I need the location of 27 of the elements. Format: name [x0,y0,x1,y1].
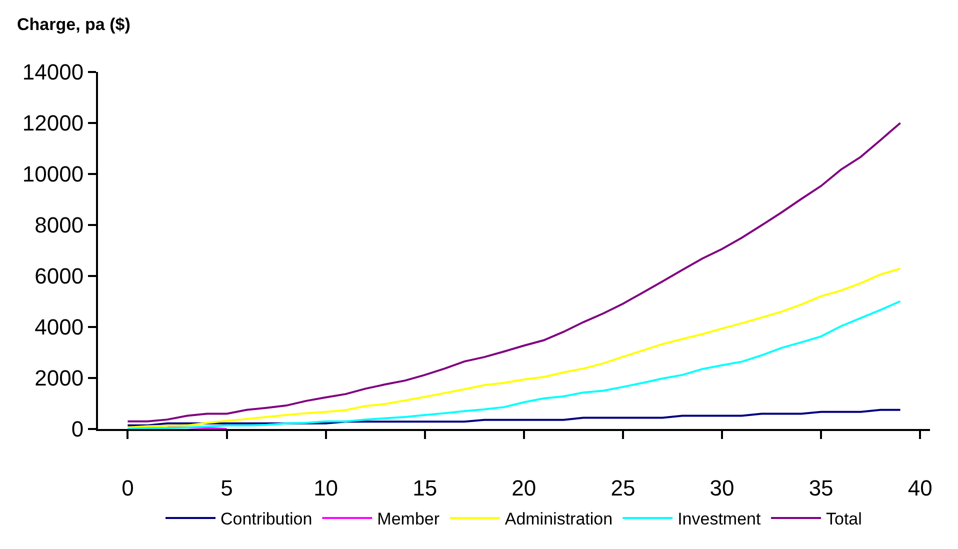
y-tick-label: 8000 [34,212,84,238]
x-tick-label: 0 [122,475,134,500]
y-tick-label: 0 [71,416,84,442]
y-tick-label: 4000 [34,314,84,340]
legend-label: Administration [504,510,613,529]
line-series [126,408,902,426]
x-tick-label: 25 [610,475,636,500]
legend-label: Total [826,510,862,529]
y-tick-label: 12000 [22,110,84,136]
x-tick-label: 5 [220,475,233,500]
x-tick-label: 30 [710,475,734,500]
legend-label: Investment [678,510,761,529]
x-tick-label: 40 [908,475,932,500]
y-tick-label: 2000 [34,366,84,391]
x-tick-label: 20 [512,475,536,500]
line-series [126,300,902,429]
x-tick-label: 35 [808,475,834,500]
x-tick-label: 15 [412,475,438,500]
line-series [126,122,902,422]
line-series [126,268,902,428]
legend-label: Member [377,510,440,529]
y-tick-label: 10000 [22,162,84,187]
x-tick-label: 10 [314,475,338,500]
y-tick-label: 14000 [22,60,84,85]
legend-label: Contribution [220,510,312,529]
y-axis-title: Charge, pa ($) [17,15,130,34]
y-tick-label: 6000 [34,264,84,289]
